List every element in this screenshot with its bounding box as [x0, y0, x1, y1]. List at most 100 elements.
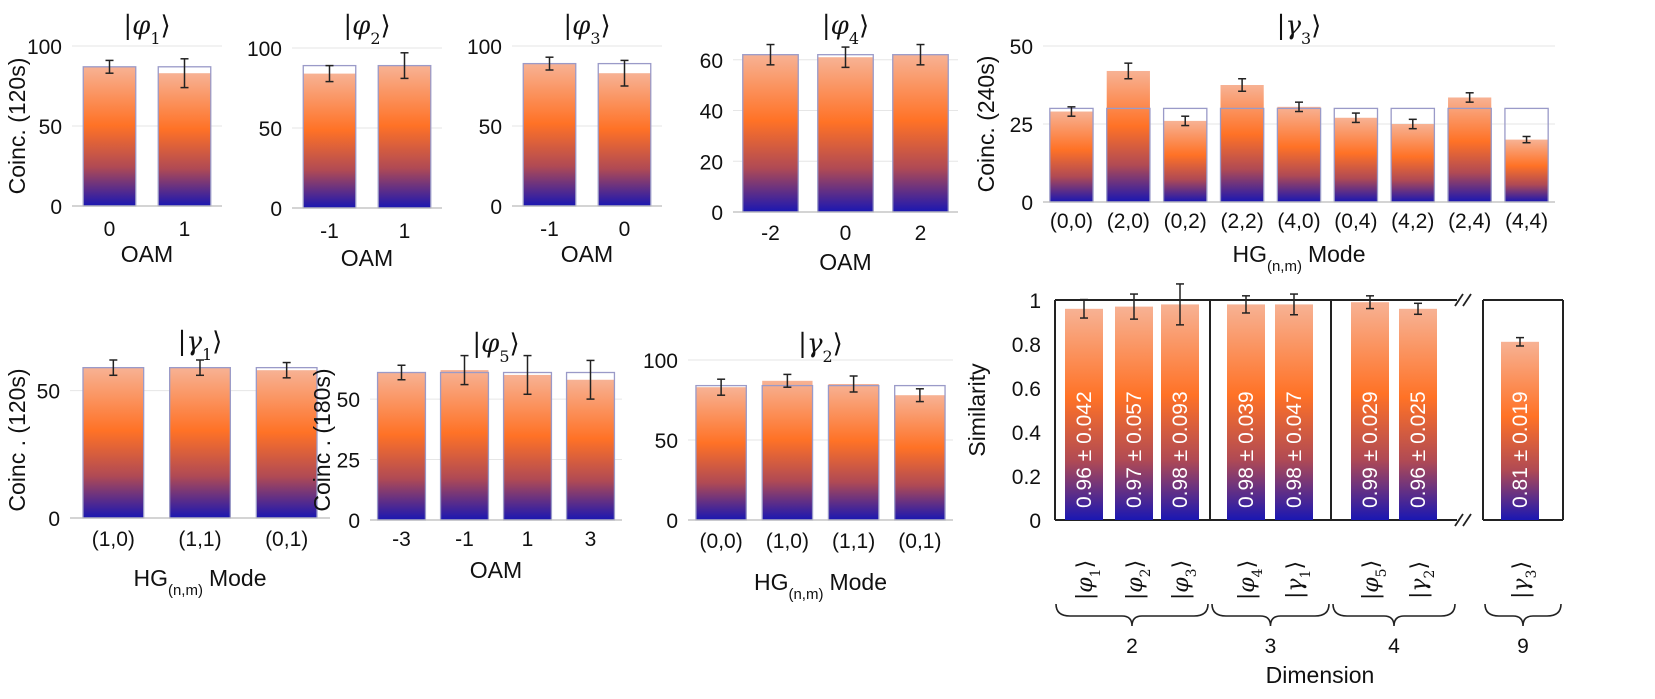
chart-panel-gamma3: 0 25 50 (0,0) (2,0) (0,2) (2,2) (4,0) (0,4) (4,2)… — [973, 11, 1555, 275]
ket-angle: ⟩ — [510, 329, 520, 359]
ket-angle: ⟩ — [859, 11, 869, 41]
bar — [1504, 139, 1549, 202]
ket-symbol: φ — [1073, 577, 1098, 593]
x-tick-label: 0 — [840, 222, 852, 245]
bar — [158, 73, 211, 206]
bar — [566, 379, 615, 520]
group-label: 9 — [1517, 635, 1529, 658]
x-tick-label: -2 — [761, 222, 780, 245]
ket-subscript: 3 — [590, 29, 600, 48]
x-tick-label: (2,2) — [1221, 210, 1264, 233]
chart-title: |γ3⟩ — [1277, 11, 1322, 48]
bar — [762, 380, 813, 520]
ket-bar: | — [1073, 593, 1098, 600]
bar — [894, 395, 946, 520]
bar-value-label: 0.98 ± 0.093 — [1169, 391, 1192, 508]
y-tick-label: 0 — [348, 510, 360, 533]
x-label-subscript: (n,m) — [1267, 258, 1302, 275]
bar — [1161, 304, 1199, 520]
bar — [303, 73, 356, 208]
x-tick-label: (2,4) — [1448, 210, 1491, 233]
bar — [1448, 97, 1492, 202]
y-axis-label: Coinc. (240s) — [973, 56, 999, 193]
ket-angle: ⟩ — [1073, 560, 1098, 569]
x-label-text: Mode — [829, 569, 887, 595]
ket-symbol: φ — [572, 11, 591, 41]
ket-subscript: 2 — [822, 347, 832, 366]
chart-panel-gamma2: 0 50 100 (0,0) (1,0) (1,1) (0,1) |γ2⟩ HG(n,m) Mod… — [643, 329, 953, 603]
ket-symbol: γ — [807, 329, 823, 359]
ket-bar: | — [1277, 11, 1286, 41]
ket-subscript: 5 — [499, 347, 509, 366]
bar — [83, 367, 144, 518]
x-tick-label: -3 — [392, 528, 411, 551]
y-tick-label: 100 — [27, 36, 62, 59]
x-tick-label: 1 — [522, 528, 534, 551]
axis-break-mark — [1454, 513, 1464, 527]
y-tick-label: 40 — [700, 101, 723, 124]
x-tick-label: |φ4⟩ — [1235, 560, 1266, 600]
group-brace — [1211, 603, 1330, 627]
chart-title: |φ4⟩ — [822, 11, 869, 48]
y-tick-label: 25 — [1010, 114, 1033, 137]
ket-subscript: 3 — [1184, 568, 1200, 577]
y-tick-label: 100 — [643, 350, 678, 373]
x-label-prefix: HG — [133, 565, 168, 591]
x-tick-label: |φ5⟩ — [1359, 560, 1390, 600]
bar — [440, 370, 489, 520]
bar — [1115, 306, 1153, 520]
bar — [83, 66, 136, 206]
axis-break-mark — [1462, 513, 1472, 527]
x-tick-label: (0,2) — [1164, 210, 1207, 233]
ket-symbol: φ — [1359, 577, 1384, 593]
bar — [817, 57, 874, 213]
y-tick-label: 0 — [711, 202, 723, 225]
y-tick-label: 100 — [467, 36, 502, 59]
ket-symbol: φ — [132, 11, 151, 41]
bar — [598, 73, 651, 206]
group-label: 4 — [1388, 635, 1400, 658]
bar — [1277, 106, 1321, 202]
ket-subscript: 2 — [1138, 568, 1154, 577]
y-axis-label: Coinc . (120s) — [4, 368, 30, 511]
bar — [828, 384, 879, 520]
bar — [1049, 111, 1094, 202]
ket-bar: | — [563, 11, 572, 41]
x-label-text: Mode — [1308, 241, 1366, 267]
x-axis-label: HG(n,m) Mode — [133, 565, 266, 599]
x-tick-label: -1 — [455, 528, 474, 551]
x-tick-label: (4,2) — [1391, 210, 1434, 233]
axis-break-mark — [1462, 293, 1472, 307]
y-tick-label: 1 — [1029, 290, 1041, 313]
group-label: 3 — [1265, 635, 1277, 658]
ket-symbol: γ — [1283, 578, 1308, 592]
bar — [1220, 85, 1264, 202]
x-tick-label: (0,0) — [700, 530, 743, 553]
group-label: 2 — [1126, 635, 1138, 658]
bar — [377, 372, 426, 520]
y-tick-label: 0 — [48, 508, 60, 531]
bar — [1501, 341, 1539, 520]
ket-subscript: 1 — [150, 29, 160, 48]
ket-symbol: φ — [831, 11, 850, 41]
x-tick-label: -1 — [540, 218, 559, 241]
ket-bar: | — [123, 11, 132, 41]
chart-panel-phi2: 0 50 100 -1 1 |φ2⟩ OAM — [247, 11, 442, 271]
ket-bar: | — [1509, 592, 1534, 599]
chart-panel-gamma1: 0 50 (1,0) (1,1) (0,1) |γ1⟩ HG(n,m) Mode Coinc .… — [4, 327, 330, 599]
y-tick-label: 50 — [259, 118, 282, 141]
x-axis-label: OAM — [470, 557, 522, 583]
ket-angle: ⟩ — [1283, 561, 1308, 570]
ket-angle: ⟩ — [1123, 560, 1148, 569]
ket-subscript: 2 — [1422, 570, 1438, 579]
bar — [695, 387, 747, 520]
x-axis-label: HG(n,m) Mode — [754, 569, 887, 603]
x-label-prefix: HG — [1232, 241, 1267, 267]
chart-title: |φ2⟩ — [343, 11, 390, 48]
ket-bar: | — [178, 327, 187, 357]
x-axis-label: OAM — [819, 249, 871, 275]
y-tick-label: 0 — [50, 196, 62, 219]
bar-value-label: 0.99 ± 0.029 — [1359, 391, 1382, 508]
